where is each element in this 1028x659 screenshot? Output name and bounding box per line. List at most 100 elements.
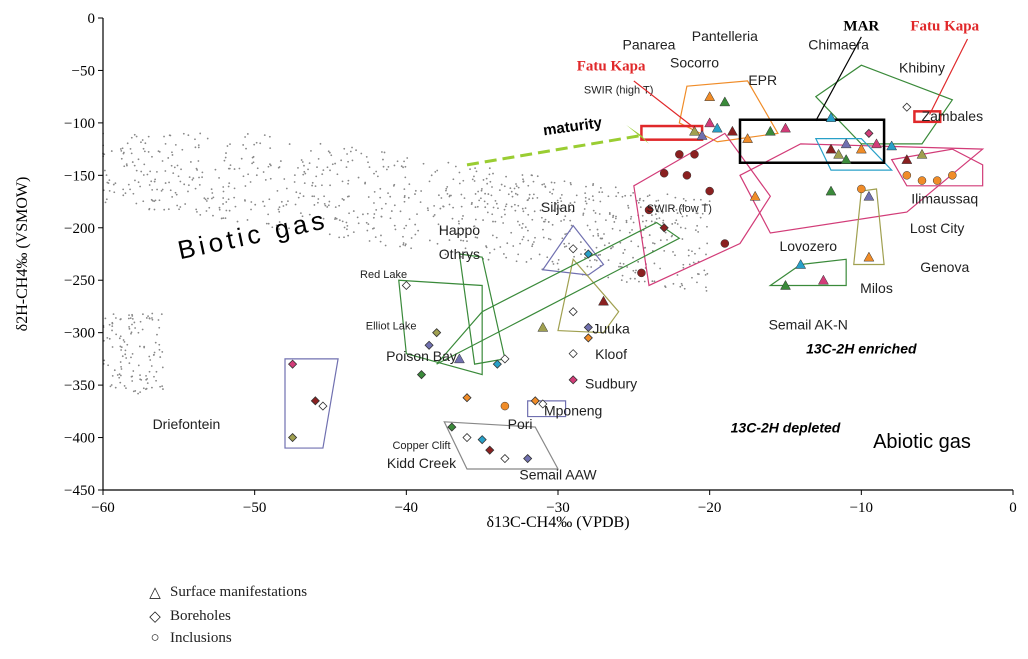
biotic-dot	[348, 212, 350, 215]
triangle-mark	[704, 91, 716, 101]
biotic-dot	[706, 272, 709, 275]
biotic-dot	[123, 340, 126, 343]
biotic-dot	[148, 207, 151, 210]
biotic-dot	[278, 221, 281, 223]
biotic-dot	[343, 147, 346, 150]
biotic-dot	[367, 161, 369, 164]
biotic-dot	[147, 315, 149, 318]
biotic-dot	[158, 199, 161, 202]
biotic-dot	[538, 253, 541, 256]
biotic-dot	[634, 271, 637, 274]
biotic-dot	[380, 207, 383, 210]
biotic-dot	[242, 144, 245, 146]
biotic-dot	[249, 181, 252, 183]
biotic-dot	[462, 239, 465, 242]
biotic-dot	[139, 320, 142, 323]
biotic-dot	[459, 234, 462, 237]
biotic-dot	[227, 198, 230, 201]
biotic-dot	[338, 219, 341, 222]
biotic-dot	[238, 167, 241, 170]
biotic-dot	[403, 200, 406, 203]
biotic-dot	[446, 233, 448, 236]
biotic-dot	[382, 158, 384, 161]
biotic-dot	[132, 370, 135, 372]
biotic-dot	[149, 170, 152, 173]
biotic-dot	[198, 176, 200, 179]
biotic-dot	[323, 202, 326, 205]
biotic-dot	[154, 178, 157, 181]
biotic-dot	[600, 237, 603, 240]
biotic-dot	[503, 185, 506, 188]
biotic-dot	[335, 217, 338, 220]
copper-clift-field	[443, 421, 560, 470]
biotic-dot	[267, 222, 270, 225]
biotic-dot	[269, 177, 272, 180]
biotic-dot	[560, 193, 563, 196]
biotic-dot	[311, 181, 314, 184]
biotic-dot	[579, 241, 582, 243]
biotic-dot	[417, 229, 420, 232]
diamond-mark	[500, 453, 510, 464]
biotic-dot	[692, 261, 695, 264]
biotic-dot	[551, 223, 554, 226]
biotic-dot	[706, 225, 708, 228]
biotic-dot	[119, 374, 122, 377]
biotic-dot	[557, 268, 560, 271]
biotic-dot	[666, 239, 668, 241]
biotic-dot	[347, 182, 349, 185]
biotic-dot	[204, 198, 207, 201]
biotic-dot	[355, 149, 357, 152]
biotic-dot	[316, 201, 319, 204]
biotic-dot	[199, 132, 202, 135]
biotic-dot	[143, 345, 146, 348]
biotic-dot	[329, 184, 332, 187]
biotic-dot	[108, 190, 111, 192]
biotic-dot	[646, 195, 649, 198]
biotic-dot	[124, 349, 127, 352]
triangle-mark	[863, 251, 875, 262]
biotic-dot	[658, 217, 661, 220]
biotic-dot	[194, 138, 196, 141]
biotic-dot	[137, 158, 140, 161]
biotic-dot	[161, 385, 164, 388]
biotic-dot	[560, 200, 563, 203]
biotic-dot	[321, 184, 323, 187]
biotic-dot	[294, 203, 297, 206]
biotic-dot	[131, 317, 134, 320]
biotic-dot	[218, 177, 220, 179]
biotic-dot	[132, 192, 135, 195]
biotic-dot	[142, 200, 145, 203]
biotic-dot	[404, 176, 407, 179]
diamond-mark	[288, 432, 298, 443]
biotic-dot	[526, 199, 529, 202]
biotic-dot	[242, 175, 245, 178]
biotic-dot	[491, 186, 493, 188]
biotic-dot	[245, 147, 247, 150]
biotic-dot	[632, 269, 635, 272]
biotic-dot	[485, 177, 488, 180]
biotic-dot	[437, 194, 440, 197]
biotic-dot	[365, 155, 368, 158]
biotic-dot	[151, 188, 154, 191]
biotic-dot	[560, 220, 562, 222]
legend-label: Inclusions	[170, 630, 232, 646]
biotic-dot	[599, 200, 602, 203]
biotic-dot	[522, 210, 525, 213]
biotic-dot	[122, 188, 125, 191]
biotic-dot	[653, 262, 656, 265]
site-label: Lovozero	[779, 238, 837, 254]
biotic-dot	[675, 209, 678, 211]
biotic-dot	[484, 192, 487, 195]
biotic-dot	[373, 172, 375, 175]
biotic-dot	[153, 200, 156, 203]
biotic-dot	[279, 160, 282, 162]
biotic-dot	[621, 195, 624, 198]
biotic-dot	[346, 153, 348, 155]
x-tick-label: −60	[91, 500, 114, 516]
biotic-dot	[590, 266, 593, 268]
biotic-dot	[524, 226, 527, 229]
biotic-dot	[233, 187, 236, 190]
biotic-dot	[705, 289, 708, 292]
biotic-dot	[563, 245, 566, 248]
site-label: Happo	[439, 222, 480, 238]
